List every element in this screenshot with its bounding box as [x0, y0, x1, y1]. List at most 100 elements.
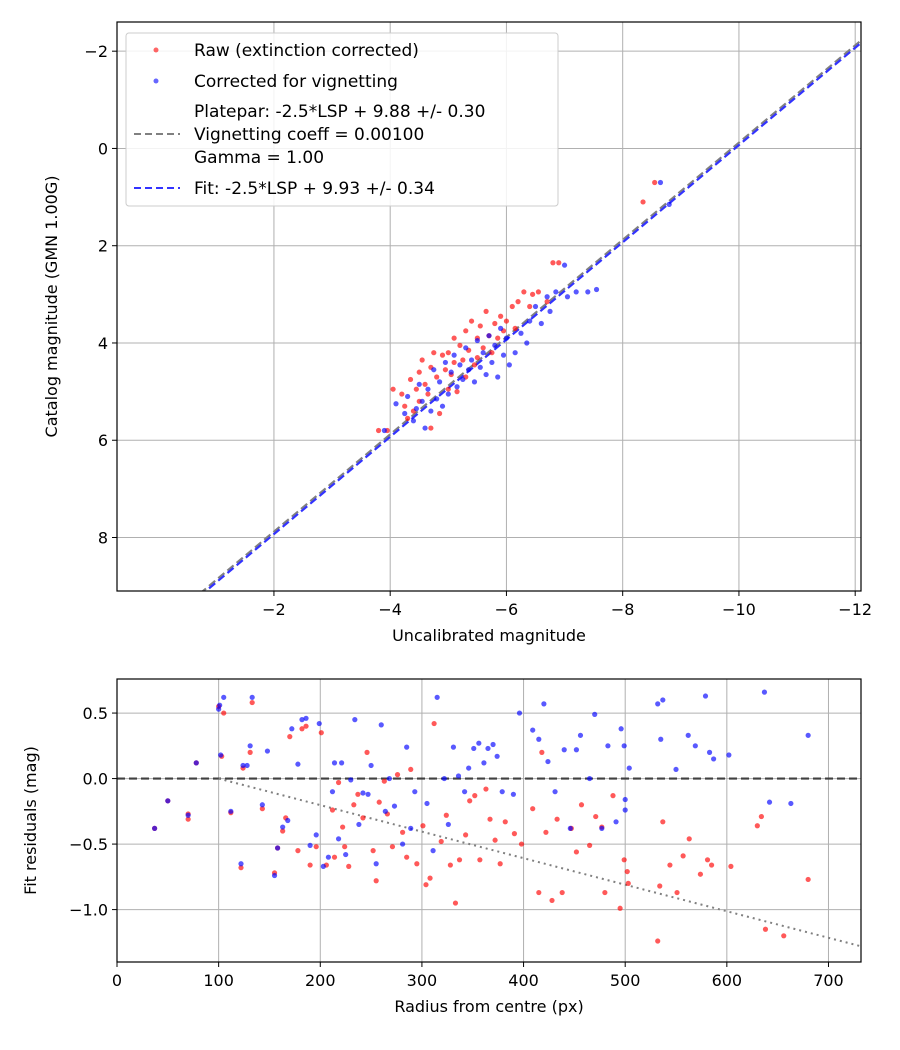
corrected-residuals-point [658, 736, 664, 742]
raw-extinction-corrected-point [402, 403, 408, 409]
corrected-residuals-point [541, 701, 547, 707]
raw-extinction-corrected-point [492, 320, 498, 327]
corrected-residuals-point [193, 760, 199, 766]
raw-extinction-corrected-point [425, 391, 431, 397]
raw-residuals-point [400, 829, 406, 835]
corrected-for-vignetting-point [512, 350, 518, 356]
corrected-for-vignetting-point [561, 262, 568, 268]
corrected-for-vignetting-point [445, 391, 451, 397]
raw-residuals-point [657, 883, 663, 889]
corrected-for-vignetting-point [483, 371, 489, 378]
corrected-for-vignetting-point [585, 289, 591, 295]
raw-residuals-point [704, 857, 711, 863]
corrected-residuals-point [655, 701, 661, 707]
corrected-residuals-point [365, 791, 371, 797]
raw-residuals-point [373, 878, 379, 884]
corrected-residuals-point [240, 762, 246, 769]
top-plot-ticks: −2 −4 −6 −8 −10 −12 −2 0 2 4 6 8 [84, 42, 872, 619]
raw-residuals-point [754, 823, 760, 829]
corrected-for-vignetting-point [477, 364, 483, 370]
raw-residuals-point [443, 812, 449, 818]
raw-residuals-point [487, 816, 493, 822]
corrected-for-vignetting-point [503, 335, 510, 341]
corrected-for-vignetting-point [553, 289, 559, 295]
corrected-residuals-point [285, 817, 291, 824]
top-plot-points [375, 179, 672, 434]
raw-residuals-point [381, 778, 387, 784]
raw-extinction-corrected-point [390, 386, 396, 392]
y-tick-label: 6 [98, 431, 108, 450]
corrected-residuals-point [368, 762, 374, 769]
corrected-residuals-point [613, 819, 619, 825]
corrected-residuals-point [462, 789, 468, 795]
raw-extinction-corrected-point [463, 328, 469, 334]
corrected-residuals-point [430, 848, 436, 854]
x-tick-label: 500 [610, 971, 641, 990]
raw-extinction-corrected-point [419, 357, 425, 363]
corrected-for-vignetting-point [422, 425, 428, 431]
corrected-residuals-point [325, 854, 332, 860]
corrected-residuals-point [152, 825, 158, 831]
corrected-residuals-point [360, 790, 366, 796]
corrected-residuals-point [536, 736, 542, 742]
corrected-for-vignetting-point [573, 289, 579, 295]
corrected-residuals-point [445, 821, 451, 828]
x-tick-label: 0 [112, 971, 122, 990]
corrected-for-vignetting-point [393, 401, 399, 407]
corrected-for-vignetting-point [402, 410, 408, 417]
raw-residuals-point [728, 863, 734, 869]
corrected-residuals-point [494, 753, 500, 759]
raw-residuals-point [346, 863, 352, 869]
y-tick-label: 8 [98, 529, 108, 548]
raw-extinction-corrected-point [509, 303, 515, 310]
corrected-residuals-point [307, 842, 313, 848]
corrected-residuals-point [685, 732, 691, 738]
raw-extinction-corrected-point [454, 389, 460, 395]
corrected-for-vignetting-point [532, 303, 539, 310]
top-plot-legend: Raw (extinction corrected) Corrected for… [125, 32, 559, 207]
corrected-for-vignetting-point [460, 376, 466, 383]
raw-residuals-point [259, 806, 265, 812]
raw-extinction-corrected-point [474, 354, 480, 361]
x-tick-label: 400 [508, 971, 539, 990]
corrected-for-vignetting-point [436, 379, 443, 385]
corrected-for-vignetting-point [593, 286, 600, 293]
corrected-residuals-point [238, 861, 244, 867]
raw-residuals-point [331, 854, 338, 860]
corrected-for-vignetting-point [463, 345, 469, 351]
corrected-residuals-point [412, 789, 418, 795]
raw-residuals-point [497, 861, 503, 867]
corrected-residuals-point [567, 825, 573, 831]
corrected-residuals-point [303, 715, 309, 721]
raw-residuals-point [307, 862, 313, 868]
corrected-residuals-point [788, 800, 794, 807]
corrected-for-vignetting-point [498, 325, 504, 331]
corrected-residuals-point [702, 693, 709, 699]
corrected-for-vignetting-point [468, 357, 475, 363]
corrected-residuals-point [573, 747, 580, 753]
corrected-for-vignetting-point [524, 340, 530, 346]
raw-residuals-point [404, 854, 410, 860]
raw-residuals-point [492, 837, 498, 843]
raw-extinction-corrected-point [471, 362, 478, 368]
x-tick-label: 100 [203, 971, 234, 990]
bottom-plot-ticks: 0 100 200 300 400 500 600 700 0.5 0.0 −0.5 −1.0 [69, 704, 844, 990]
corrected-for-vignetting-point [451, 352, 457, 358]
corrected-residuals-point [592, 711, 598, 717]
corrected-for-vignetting-point [416, 381, 422, 387]
raw-residuals-point [686, 836, 692, 842]
x-tick-label: −10 [722, 600, 756, 619]
corrected-for-vignetting-point [457, 362, 463, 368]
corrected-residuals-point [185, 812, 191, 818]
raw-extinction-corrected-point [652, 179, 658, 186]
corrected-residuals-point [244, 762, 250, 769]
corrected-residuals-point [805, 732, 811, 738]
magnitude-scatter-plot: −2 −4 −6 −8 −10 −12 −2 0 2 4 6 8 Uncalibrated magni… [42, 21, 872, 645]
corrected-residuals-point [295, 761, 301, 767]
corrected-residuals-point [400, 841, 406, 847]
raw-residuals-point [355, 791, 361, 797]
y-tick-label: 2 [98, 237, 108, 256]
raw-extinction-corrected-point [407, 376, 414, 383]
raw-extinction-corrected-point [480, 345, 486, 351]
corrected-residuals-point [605, 743, 611, 749]
